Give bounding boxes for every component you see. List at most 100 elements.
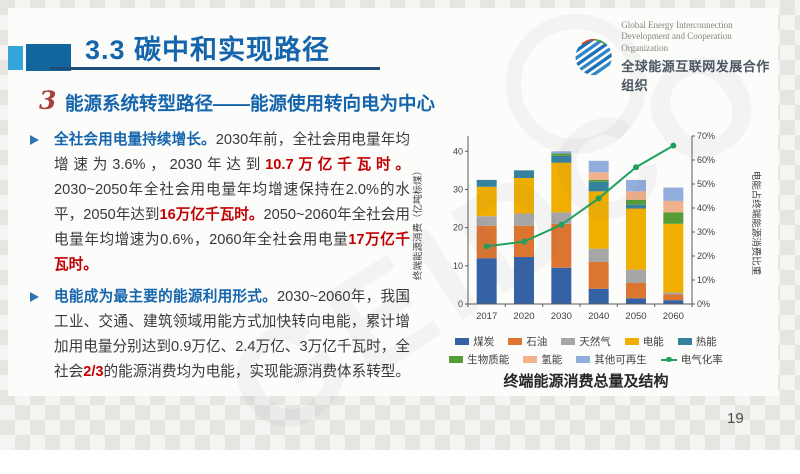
legend-label: 电气化率 xyxy=(680,354,723,366)
bar-segment xyxy=(588,160,609,173)
bar-segment xyxy=(551,162,572,213)
y-right-tick-label: 0% xyxy=(697,299,710,309)
arrow-bullet-icon xyxy=(30,135,54,145)
text-segment: 全社会用电量持续增长。 xyxy=(54,132,216,148)
bar-segment xyxy=(551,223,572,268)
x-tick-label: 2050 xyxy=(625,311,646,322)
text-segment: 2050~2060年全社会用电量年均增速为0.6%，2060年全社会用电量 xyxy=(54,207,410,248)
bullet-text-2: 电能成为最主要的能源利用形式。2030~2060年，我国工业、交通、建筑领域用能… xyxy=(54,285,410,385)
y-right-tick-label: 40% xyxy=(697,203,715,213)
line-point xyxy=(558,221,565,228)
legend-item: 其他可再生 xyxy=(576,352,647,367)
legend-swatch-icon xyxy=(508,338,523,345)
bar-segment xyxy=(476,258,497,304)
bullet-item-1: 全社会用电量持续增长。2030年前，全社会用电量年均增速为3.6%，2030年达… xyxy=(30,128,410,278)
bullet-text-1: 全社会用电量持续增长。2030年前，全社会用电量年均增速为3.6%，2030年达… xyxy=(54,128,410,278)
text-segment: 的能源消费均为电能，实现能源消费体系转型。 xyxy=(103,364,410,380)
bar-segment xyxy=(514,213,534,226)
bar-segment xyxy=(476,179,497,187)
bar-segment xyxy=(588,248,609,262)
legend-label: 电能 xyxy=(642,336,664,348)
legend-line-marker-icon xyxy=(660,356,677,363)
bar-segment xyxy=(626,191,646,200)
arrow-bullet-icon xyxy=(30,292,54,302)
line-point xyxy=(521,238,527,245)
legend-label: 热能 xyxy=(695,336,717,348)
legend-swatch-icon xyxy=(677,338,692,345)
bar-segment xyxy=(551,151,572,154)
bar-segment xyxy=(551,267,572,304)
bar-segment xyxy=(551,153,572,156)
text-segment: 10.7万亿千瓦时。 xyxy=(265,157,410,173)
y-right-tick-label: 70% xyxy=(697,131,715,141)
bar-segment xyxy=(588,288,609,304)
line-point xyxy=(595,195,602,202)
bar-segment xyxy=(588,191,609,249)
y-left-tick-label: 40 xyxy=(453,146,463,156)
logo-name-en-1: Global Energy Interconnection xyxy=(621,20,733,30)
legend-label: 生物质能 xyxy=(467,354,510,366)
electrification-rate-line xyxy=(486,144,674,248)
legend-item: 生物质能 xyxy=(449,352,509,367)
bar-segment xyxy=(626,298,646,304)
page-title: 3.3 碳中和实现路径 xyxy=(85,35,331,65)
bar-segment xyxy=(588,181,609,192)
legend-swatch-icon xyxy=(561,338,576,345)
bullet-item-2: 电能成为最主要的能源利用形式。2030~2060年，我国工业、交通、建筑领域用能… xyxy=(30,285,410,385)
legend-item: 氢能 xyxy=(523,352,562,367)
y-left-tick-label: 10 xyxy=(453,261,463,271)
bar-segment xyxy=(514,178,534,214)
bullet-list: 全社会用电量持续增长。2030年前，全社会用电量年均增速为3.6%，2030年达… xyxy=(30,128,410,392)
x-tick-label: 2017 xyxy=(476,311,497,322)
chart-legend-row-2: 生物质能 氢能 其他可再生 电气化率 xyxy=(416,352,756,367)
organization-logo: Global Energy Interconnection Developmen… xyxy=(574,20,778,94)
text-segment: 2030~2050年全社会用电量年均增速保持在2.0%的水平，2050年达到 xyxy=(54,182,410,223)
bar-segment xyxy=(588,262,609,289)
bar-segment xyxy=(514,170,534,178)
text-segment: 2030~2060年，我国工业、交通、建筑领域用能方式加快转向电能，累计增加用电… xyxy=(54,289,410,380)
chart-area: 终端能源消费（亿吨标煤） 2017 2020 2030 2040 2050 2060 0 10… xyxy=(406,124,778,396)
y-left-tick-label: 30 xyxy=(453,184,463,194)
text-segment: 16万亿千瓦时。 xyxy=(159,207,264,223)
logo-name-cn: 全球能源互联网发展合作组织 xyxy=(621,58,770,93)
legend-label: 氢能 xyxy=(541,354,563,366)
x-tick-label: 2020 xyxy=(513,311,534,322)
bar-segment xyxy=(626,208,646,270)
bar-segment xyxy=(626,199,646,205)
bar-segment xyxy=(663,292,684,295)
globe-icon xyxy=(575,38,612,76)
content-panel: 3.3 碳中和实现路径 xyxy=(8,6,798,471)
legend-swatch-icon xyxy=(576,356,591,363)
page-number: 19 xyxy=(727,410,744,427)
logo-name-en-2: Development and Cooperation Organization xyxy=(621,31,732,53)
legend-item: 天然气 xyxy=(561,334,611,349)
y-axis-left-title: 终端能源消费（亿吨标煤） xyxy=(413,166,424,281)
bar-segment xyxy=(514,257,534,304)
y-right-tick-label: 30% xyxy=(697,227,715,237)
legend-item: 石油 xyxy=(508,334,547,349)
section-title: 能源系统转型路径——能源使用转向电为中心 xyxy=(65,93,436,114)
legend-item: 电能 xyxy=(624,334,664,349)
section-number-badge: 3 xyxy=(39,86,57,115)
slide-background: 3.3 碳中和实现路径 xyxy=(0,0,800,450)
bar-segment xyxy=(588,172,609,180)
y-left-tick-label: 0 xyxy=(458,299,463,309)
bar-segment xyxy=(663,212,684,224)
legend-item: 热能 xyxy=(677,334,717,349)
x-tick-label: 2030 xyxy=(551,311,572,322)
x-tick-label: 2060 xyxy=(663,311,684,322)
bar-segment xyxy=(551,155,572,163)
bar-segment xyxy=(663,200,684,213)
legend-label: 石油 xyxy=(526,336,548,348)
text-segment: 2/3 xyxy=(83,364,104,380)
bar-segment xyxy=(588,179,609,182)
logo-text: Global Energy Interconnection Developmen… xyxy=(621,20,778,94)
bar-segment xyxy=(476,216,497,226)
title-underline xyxy=(50,67,380,70)
line-point xyxy=(670,142,677,149)
y-left-tick-label: 20 xyxy=(453,223,463,233)
bar-segment xyxy=(626,179,646,192)
legend-swatch-icon xyxy=(455,338,470,345)
y-right-tick-label: 10% xyxy=(697,275,715,285)
decor-square-dark xyxy=(26,44,71,71)
